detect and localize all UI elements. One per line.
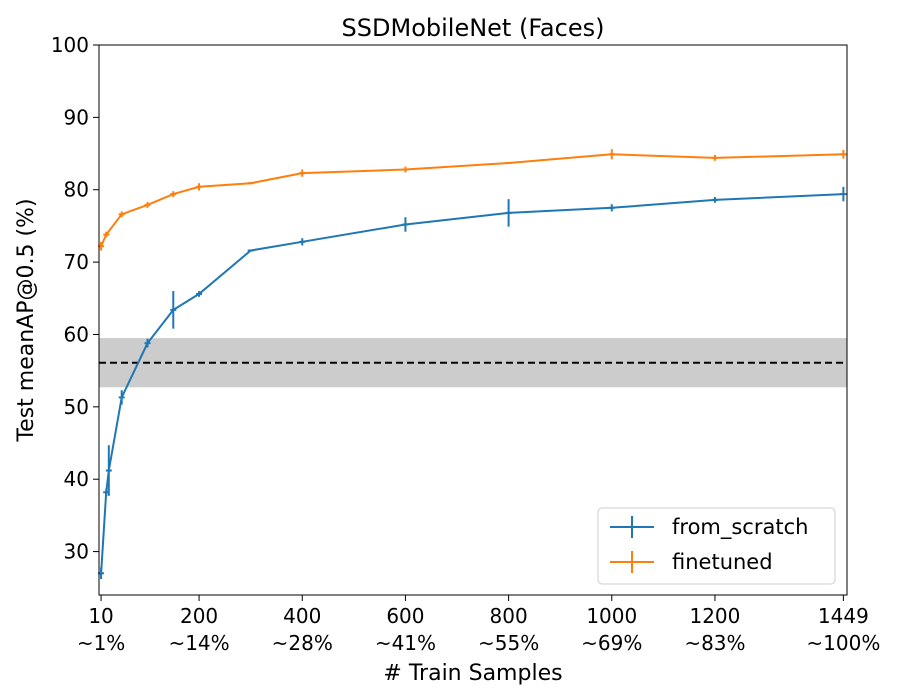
series-line-from_scratch [100, 193, 844, 574]
y-tick-label: 40 [64, 467, 89, 491]
chart-title: SSDMobileNet (Faces) [342, 14, 605, 42]
legend-box [597, 507, 836, 585]
x-tick-label: 1000 [586, 604, 637, 628]
x-tick-label: 1200 [689, 604, 740, 628]
y-axis-label: Test meanAP@0.5 (%) [14, 198, 39, 442]
x-tick-sublabel: ~100% [806, 631, 880, 655]
y-tick-label: 90 [64, 105, 89, 129]
axis-ticks: 30 40 50 60 70 80 90 100 10 ~1% 200 ~14% 400 ~28% 600 ~… [51, 33, 881, 655]
x-tick-sublabel: ~28% [272, 631, 333, 655]
legend-label-finetuned: finetuned [672, 550, 773, 574]
x-tick-sublabel: ~14% [168, 631, 229, 655]
y-tick-label: 50 [64, 395, 89, 419]
x-tick-sublabel: ~69% [581, 631, 642, 655]
x-tick-sublabel: ~55% [478, 631, 539, 655]
x-tick-label: 1449 [818, 604, 869, 628]
y-tick-label: 30 [64, 540, 89, 564]
x-tick-label: 800 [490, 604, 528, 628]
x-tick-label: 10 [88, 604, 113, 628]
legend: from_scratch finetuned [597, 507, 836, 585]
x-tick-sublabel: ~1% [77, 631, 126, 655]
y-tick-label: 100 [51, 33, 89, 57]
x-tick-sublabel: ~83% [684, 631, 745, 655]
y-tick-label: 60 [64, 322, 89, 346]
y-tick-label: 70 [64, 250, 89, 274]
y-tick-label: 80 [64, 178, 89, 202]
x-tick-label: 200 [180, 604, 218, 628]
x-tick-label: 600 [386, 604, 424, 628]
x-axis-label: # Train Samples [383, 661, 562, 686]
series-from_scratch [98, 186, 847, 580]
legend-label-from_scratch: from_scratch [672, 515, 808, 540]
series-finetuned [98, 149, 847, 251]
axes-frame [98, 44, 848, 596]
x-tick-label: 400 [283, 604, 321, 628]
x-tick-sublabel: ~41% [375, 631, 436, 655]
plot-area [98, 149, 847, 580]
